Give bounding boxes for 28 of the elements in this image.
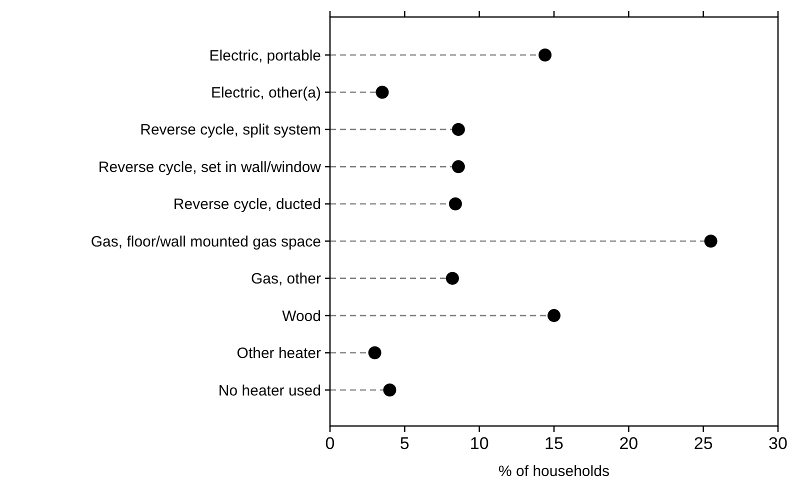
x-tick-label: 25 [694, 434, 713, 453]
y-tick-label: Wood [282, 308, 321, 325]
point [376, 86, 389, 99]
x-axis-title: % of households [498, 463, 610, 480]
point [368, 346, 382, 360]
point [704, 234, 718, 248]
y-tick-label: Electric, portable [209, 47, 321, 64]
y-tick-label: Electric, other(a) [210, 84, 321, 102]
y-tick-label: Other heater [236, 345, 321, 362]
x-tick-label: 5 [400, 434, 410, 453]
y-tick-label: Reverse cycle, split system [140, 122, 321, 139]
point [448, 197, 462, 210]
y-tick-label: No heater used [218, 382, 321, 400]
y-tick-label: Reverse cycle, ducted [173, 196, 321, 214]
x-tick-label: 0 [325, 434, 335, 453]
point [446, 272, 459, 285]
point [452, 160, 465, 174]
point [452, 122, 465, 136]
x-tick-label: 10 [470, 434, 489, 453]
point [538, 48, 552, 62]
x-tick-label: 15 [544, 434, 564, 453]
x-tick-label: 30 [768, 434, 788, 453]
point [383, 384, 396, 396]
point [548, 309, 560, 322]
x-tick-label: 20 [619, 434, 638, 453]
y-tick-label: Reverse cycle, set in wall/window [98, 158, 322, 176]
y-tick-label: Gas, other [250, 270, 321, 288]
y-tick-label: Gas, floor/wall mounted gas space [90, 233, 321, 250]
